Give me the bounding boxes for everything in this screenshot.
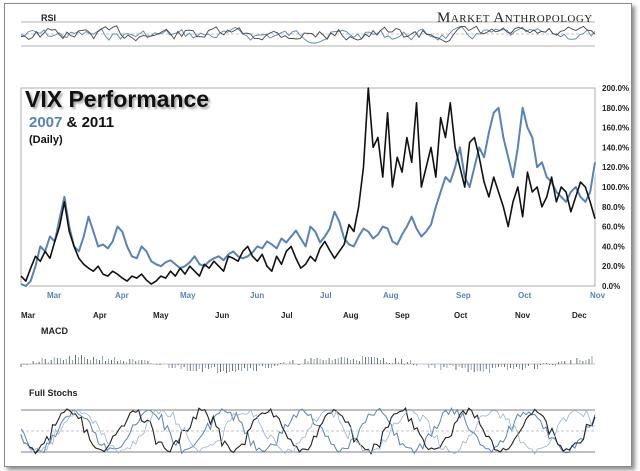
x-tick-label-2007: Jul [320,291,332,300]
chart-subtitle: 2007 & 2011 [29,114,114,131]
macd-label: MACD [41,326,68,336]
y-tick-label: 0.0% [602,282,620,291]
y-tick-label: 100.0% [602,183,629,192]
stochs-line-2011 [20,407,596,455]
y-tick-label: 140.0% [602,143,629,152]
x-tick-label-2007: Mar [47,291,61,300]
y-tick-label: 180.0% [602,104,629,113]
stochs-label: Full Stochs [29,388,78,398]
rsi-label: RSI [41,13,57,23]
x-tick-label-2007: Apr [115,291,129,300]
x-tick-label-2007: Nov [590,291,606,300]
x-tick-label-2011: Jun [215,311,229,320]
chart-title: VIX Performance [25,86,210,112]
rsi-line-2007 [20,25,596,44]
brand-name: Market Anthropology [437,10,593,26]
x-tick-label-2011: Mar [21,311,35,320]
series-2007-line [20,106,596,287]
x-tick-label-2011: Jul [281,311,293,320]
subtitle-ampersand: & [66,114,78,131]
rsi-line-2011 [20,25,596,43]
x-tick-label-2011: May [153,311,169,320]
x-tick-label-2007: Sep [456,291,471,300]
chart-frame: 0.0% 20.0% 40.0% 60.0% 80.0% 100.0% 120.0% 140.… [4,3,632,467]
y-tick-label: 40.0% [602,242,625,251]
x-tick-label-2011: Aug [343,311,359,320]
y-tick-label: 80.0% [602,203,625,212]
y-tick-label: 20.0% [602,262,625,271]
subtitle-year-2011: 2011 [81,114,115,131]
x-tick-label-2007: Jun [250,291,264,300]
y-tick-label: 60.0% [602,223,625,232]
y-tick-label: 160.0% [602,124,629,133]
stochs-line-2007 [20,407,596,455]
y-tick-label: 120.0% [602,163,629,172]
x-tick-label-2007: Aug [383,291,399,300]
subtitle-year-2007: 2007 [29,114,63,131]
x-tick-label-2011: Oct [454,311,468,320]
x-tick-label-2011: Sep [395,311,410,320]
x-tick-label-2011: Apr [93,311,107,320]
chart-frequency: (Daily) [29,134,63,146]
x-tick-label-2011: Dec [572,311,587,320]
y-tick-label: 200.0% [602,84,629,93]
vix-chart: 0.0% 20.0% 40.0% 60.0% 80.0% 100.0% 120.0% 140.… [20,21,629,455]
x-tick-label-2007: Oct [518,291,532,300]
x-tick-label-2007: May [180,291,196,300]
series-2011-line [20,87,596,285]
main-plot-border [20,87,596,287]
stochs-signal-2007 [20,408,596,455]
x-tick-label-2011: Nov [515,311,531,320]
